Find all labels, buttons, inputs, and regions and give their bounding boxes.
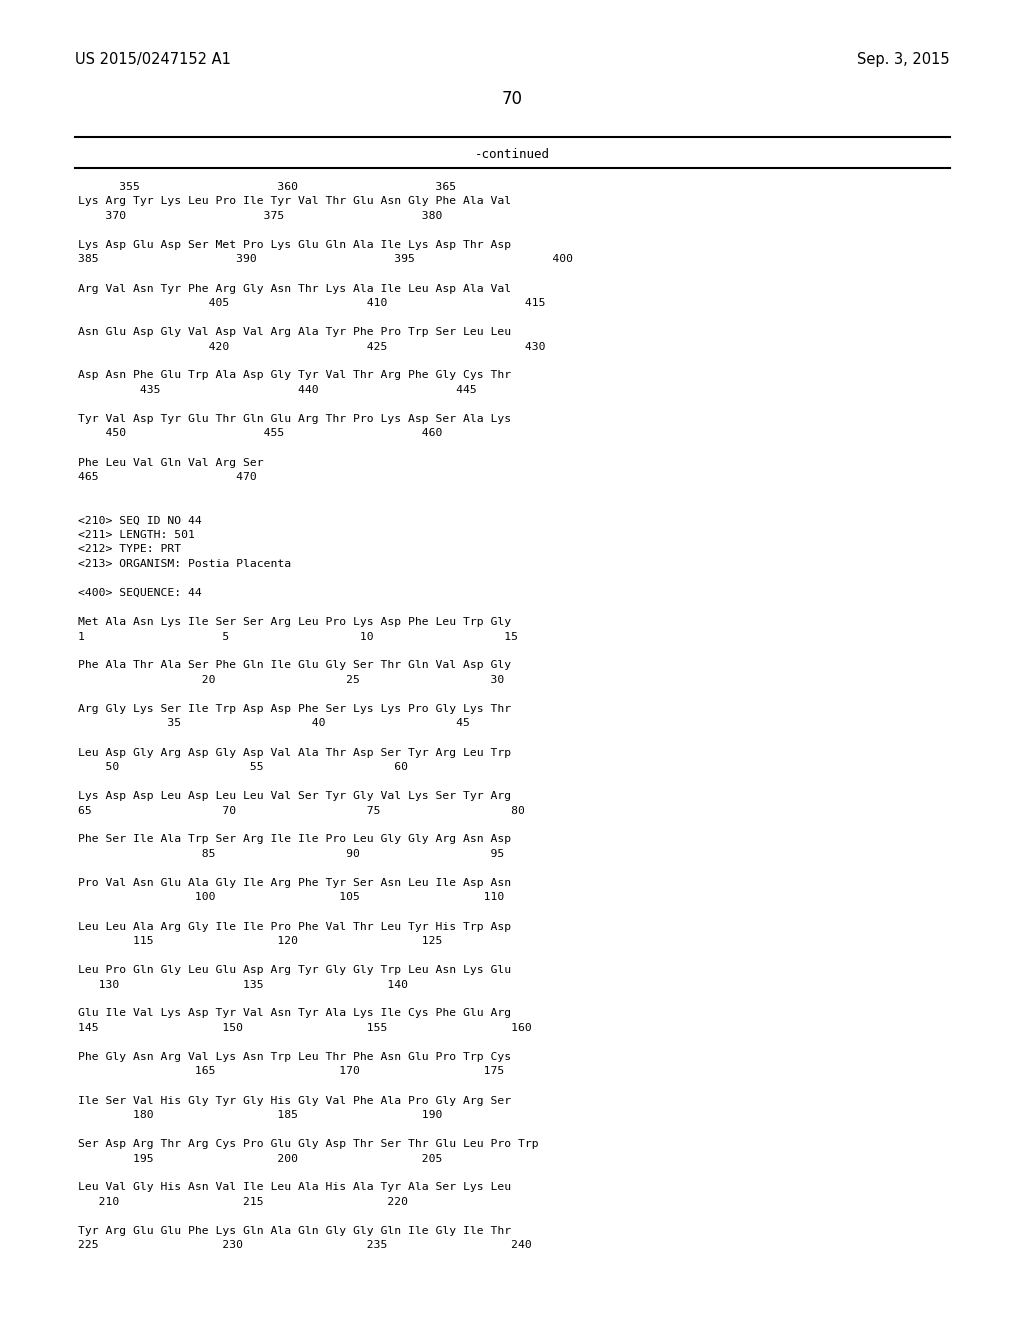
Text: <212> TYPE: PRT: <212> TYPE: PRT [78, 544, 181, 554]
Text: Leu Pro Gln Gly Leu Glu Asp Arg Tyr Gly Gly Trp Leu Asn Lys Glu: Leu Pro Gln Gly Leu Glu Asp Arg Tyr Gly … [78, 965, 511, 975]
Text: 165                  170                  175: 165 170 175 [78, 1067, 525, 1077]
Text: 420                    425                    430: 420 425 430 [78, 342, 546, 351]
Text: 85                   90                   95: 85 90 95 [78, 849, 525, 859]
Text: Lys Arg Tyr Lys Leu Pro Ile Tyr Val Thr Glu Asn Gly Phe Ala Val: Lys Arg Tyr Lys Leu Pro Ile Tyr Val Thr … [78, 197, 511, 206]
Text: Leu Asp Gly Arg Asp Gly Asp Val Ala Thr Asp Ser Tyr Arg Leu Trp: Leu Asp Gly Arg Asp Gly Asp Val Ala Thr … [78, 747, 511, 758]
Text: Lys Asp Asp Leu Asp Leu Leu Val Ser Tyr Gly Val Lys Ser Tyr Arg: Lys Asp Asp Leu Asp Leu Leu Val Ser Tyr … [78, 791, 511, 801]
Text: Asn Glu Asp Gly Val Asp Val Arg Ala Tyr Phe Pro Trp Ser Leu Leu: Asn Glu Asp Gly Val Asp Val Arg Ala Tyr … [78, 327, 511, 337]
Text: Phe Leu Val Gln Val Arg Ser: Phe Leu Val Gln Val Arg Ser [78, 458, 263, 467]
Text: Pro Val Asn Glu Ala Gly Ile Arg Phe Tyr Ser Asn Leu Ile Asp Asn: Pro Val Asn Glu Ala Gly Ile Arg Phe Tyr … [78, 878, 511, 888]
Text: 450                    455                    460: 450 455 460 [78, 429, 525, 438]
Text: 35                   40                   45: 35 40 45 [78, 718, 525, 729]
Text: Tyr Val Asp Tyr Glu Thr Gln Glu Arg Thr Pro Lys Asp Ser Ala Lys: Tyr Val Asp Tyr Glu Thr Gln Glu Arg Thr … [78, 414, 511, 424]
Text: 130                  135                  140: 130 135 140 [78, 979, 525, 990]
Text: <400> SEQUENCE: 44: <400> SEQUENCE: 44 [78, 587, 202, 598]
Text: Leu Val Gly His Asn Val Ile Leu Ala His Ala Tyr Ala Ser Lys Leu: Leu Val Gly His Asn Val Ile Leu Ala His … [78, 1183, 511, 1192]
Text: Phe Gly Asn Arg Val Lys Asn Trp Leu Thr Phe Asn Glu Pro Trp Cys: Phe Gly Asn Arg Val Lys Asn Trp Leu Thr … [78, 1052, 511, 1063]
Text: 180                  185                  190: 180 185 190 [78, 1110, 525, 1119]
Text: Tyr Arg Glu Glu Phe Lys Gln Ala Gln Gly Gly Gln Ile Gly Ile Thr: Tyr Arg Glu Glu Phe Lys Gln Ala Gln Gly … [78, 1226, 511, 1236]
Text: 210                  215                  220: 210 215 220 [78, 1197, 525, 1206]
Text: Glu Ile Val Lys Asp Tyr Val Asn Tyr Ala Lys Ile Cys Phe Glu Arg: Glu Ile Val Lys Asp Tyr Val Asn Tyr Ala … [78, 1008, 511, 1019]
Text: 370                    375                    380: 370 375 380 [78, 211, 525, 220]
Text: 1                    5                   10                   15: 1 5 10 15 [78, 631, 525, 642]
Text: 65                   70                   75                   80: 65 70 75 80 [78, 805, 525, 816]
Text: 355                    360                    365: 355 360 365 [78, 182, 511, 191]
Text: Phe Ala Thr Ala Ser Phe Gln Ile Glu Gly Ser Thr Gln Val Asp Gly: Phe Ala Thr Ala Ser Phe Gln Ile Glu Gly … [78, 660, 511, 671]
Text: 100                  105                  110: 100 105 110 [78, 892, 525, 903]
Text: 405                    410                    415: 405 410 415 [78, 298, 546, 308]
Text: 465                    470: 465 470 [78, 473, 257, 482]
Text: -continued: -continued [474, 148, 550, 161]
Text: 20                   25                   30: 20 25 30 [78, 675, 525, 685]
Text: Arg Val Asn Tyr Phe Arg Gly Asn Thr Lys Ala Ile Leu Asp Ala Val: Arg Val Asn Tyr Phe Arg Gly Asn Thr Lys … [78, 284, 511, 293]
Text: <210> SEQ ID NO 44: <210> SEQ ID NO 44 [78, 516, 202, 525]
Text: Phe Ser Ile Ala Trp Ser Arg Ile Ile Pro Leu Gly Gly Arg Asn Asp: Phe Ser Ile Ala Trp Ser Arg Ile Ile Pro … [78, 834, 511, 845]
Text: US 2015/0247152 A1: US 2015/0247152 A1 [75, 51, 230, 67]
Text: Lys Asp Glu Asp Ser Met Pro Lys Glu Gln Ala Ile Lys Asp Thr Asp: Lys Asp Glu Asp Ser Met Pro Lys Glu Gln … [78, 240, 511, 249]
Text: 145                  150                  155                  160: 145 150 155 160 [78, 1023, 531, 1034]
Text: Ile Ser Val His Gly Tyr Gly His Gly Val Phe Ala Pro Gly Arg Ser: Ile Ser Val His Gly Tyr Gly His Gly Val … [78, 1096, 511, 1106]
Text: 225                  230                  235                  240: 225 230 235 240 [78, 1241, 531, 1250]
Text: <211> LENGTH: 501: <211> LENGTH: 501 [78, 531, 195, 540]
Text: <213> ORGANISM: Postia Placenta: <213> ORGANISM: Postia Placenta [78, 558, 291, 569]
Text: 115                  120                  125: 115 120 125 [78, 936, 525, 946]
Text: Leu Leu Ala Arg Gly Ile Ile Pro Phe Val Thr Leu Tyr His Trp Asp: Leu Leu Ala Arg Gly Ile Ile Pro Phe Val … [78, 921, 511, 932]
Text: 70: 70 [502, 90, 522, 108]
Text: Ser Asp Arg Thr Arg Cys Pro Glu Gly Asp Thr Ser Thr Glu Leu Pro Trp: Ser Asp Arg Thr Arg Cys Pro Glu Gly Asp … [78, 1139, 539, 1148]
Text: 385                    390                    395                    400: 385 390 395 400 [78, 255, 573, 264]
Text: Asp Asn Phe Glu Trp Ala Asp Gly Tyr Val Thr Arg Phe Gly Cys Thr: Asp Asn Phe Glu Trp Ala Asp Gly Tyr Val … [78, 371, 511, 380]
Text: Sep. 3, 2015: Sep. 3, 2015 [857, 51, 950, 67]
Text: Met Ala Asn Lys Ile Ser Ser Arg Leu Pro Lys Asp Phe Leu Trp Gly: Met Ala Asn Lys Ile Ser Ser Arg Leu Pro … [78, 616, 511, 627]
Text: 435                    440                    445: 435 440 445 [78, 385, 531, 395]
Text: Arg Gly Lys Ser Ile Trp Asp Asp Phe Ser Lys Lys Pro Gly Lys Thr: Arg Gly Lys Ser Ile Trp Asp Asp Phe Ser … [78, 704, 511, 714]
Text: 50                   55                   60: 50 55 60 [78, 762, 525, 772]
Text: 195                  200                  205: 195 200 205 [78, 1154, 525, 1163]
